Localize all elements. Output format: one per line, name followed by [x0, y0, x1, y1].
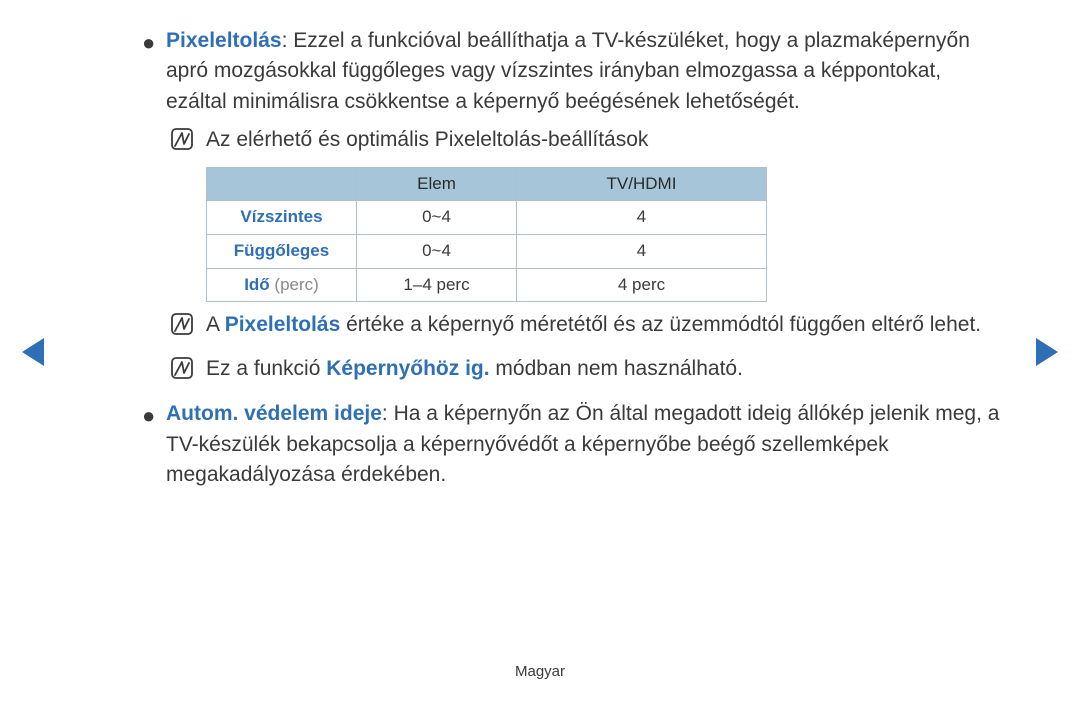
pixelshift-title: Pixeleltolás — [166, 29, 282, 52]
footer-language: Magyar — [0, 661, 1080, 683]
row-label-suffix: (perc) — [270, 275, 319, 294]
cell-elem: 0~4 — [357, 201, 517, 235]
table-row: Idő (perc) 1–4 perc 4 perc — [207, 268, 767, 302]
cell-tvhdmi: 4 — [517, 235, 767, 269]
row-label-text: Vízszintes — [240, 207, 322, 226]
note-2-post: értéke a képernyő méretétől és az üzemmó… — [340, 313, 981, 336]
bullet-dot-icon: ● — [142, 399, 166, 490]
note-icon — [170, 125, 206, 160]
row-label-text: Idő — [244, 275, 270, 294]
page-content: ● Pixeleltolás: Ezzel a funkcióval beáll… — [0, 0, 1080, 491]
settings-table: Elem TV/HDMI Vízszintes 0~4 4 Függőleges… — [206, 167, 767, 303]
header-blank — [207, 167, 357, 201]
pixelshift-body: : Ezzel a funkcióval beállíthatja a TV-k… — [166, 29, 970, 113]
cell-elem: 0~4 — [357, 235, 517, 269]
header-elem: Elem — [357, 167, 517, 201]
note-3: Ez a funkció Képernyőhöz ig. módban nem … — [170, 354, 1000, 389]
nav-next-icon[interactable] — [1036, 338, 1058, 366]
note-icon — [170, 354, 206, 389]
note-1-text: Az elérhető és optimális Pixeleltolás-be… — [206, 125, 1000, 160]
bullet-autoprotect: ● Autom. védelem ideje: Ha a képernyőn a… — [142, 399, 1000, 490]
cell-elem: 1–4 perc — [357, 268, 517, 302]
note-3-mid: Képernyőhöz ig. — [326, 357, 489, 380]
cell-tvhdmi: 4 perc — [517, 268, 767, 302]
note-2-text: A Pixeleltolás értéke a képernyő méretét… — [206, 310, 1000, 345]
bullet-dot-icon: ● — [142, 26, 166, 117]
note-icon — [170, 310, 206, 345]
note-2: A Pixeleltolás értéke a képernyő méretét… — [170, 310, 1000, 345]
header-tvhdmi: TV/HDMI — [517, 167, 767, 201]
cell-tvhdmi: 4 — [517, 201, 767, 235]
note-3-text: Ez a funkció Képernyőhöz ig. módban nem … — [206, 354, 1000, 389]
note-2-mid: Pixeleltolás — [225, 313, 341, 336]
row-label: Vízszintes — [207, 201, 357, 235]
table-row: Vízszintes 0~4 4 — [207, 201, 767, 235]
note-1: Az elérhető és optimális Pixeleltolás-be… — [170, 125, 1000, 160]
settings-table-wrap: Elem TV/HDMI Vízszintes 0~4 4 Függőleges… — [206, 167, 1000, 303]
row-label: Függőleges — [207, 235, 357, 269]
table-header-row: Elem TV/HDMI — [207, 167, 767, 201]
row-label: Idő (perc) — [207, 268, 357, 302]
table-row: Függőleges 0~4 4 — [207, 235, 767, 269]
nav-prev-icon[interactable] — [22, 338, 44, 366]
note-2-pre: A — [206, 313, 225, 336]
bullet-pixelshift-text: Pixeleltolás: Ezzel a funkcióval beállít… — [166, 26, 1000, 117]
note-3-pre: Ez a funkció — [206, 357, 326, 380]
note-3-post: módban nem használható. — [490, 357, 743, 380]
bullet-pixelshift: ● Pixeleltolás: Ezzel a funkcióval beáll… — [142, 26, 1000, 117]
row-label-text: Függőleges — [234, 241, 329, 260]
autoprotect-title: Autom. védelem ideje — [166, 402, 382, 425]
bullet-autoprotect-text: Autom. védelem ideje: Ha a képernyőn az … — [166, 399, 1000, 490]
